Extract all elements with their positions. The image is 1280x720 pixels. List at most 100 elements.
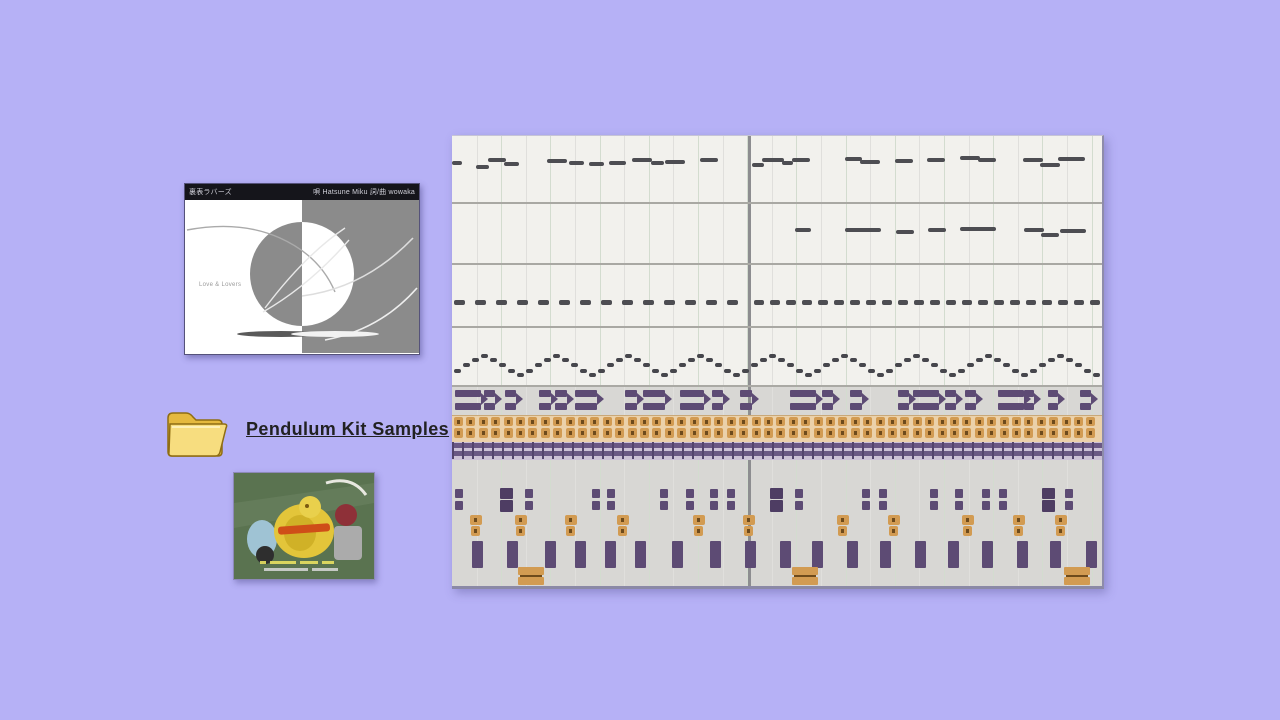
note [698, 136, 699, 586]
note [1052, 431, 1055, 435]
note [580, 300, 591, 305]
note [569, 161, 584, 165]
note [452, 385, 1102, 387]
note [643, 363, 650, 367]
note [1042, 442, 1044, 459]
note [519, 420, 522, 424]
note [668, 420, 671, 424]
note [625, 403, 637, 410]
note [452, 443, 1102, 448]
note [872, 442, 874, 459]
note [1059, 529, 1062, 533]
note [693, 420, 696, 424]
note [622, 300, 633, 305]
note [685, 300, 696, 305]
note [1021, 373, 1028, 377]
note [1042, 136, 1043, 586]
note [672, 442, 674, 459]
note [748, 136, 751, 586]
note [1042, 488, 1055, 499]
note [928, 420, 931, 424]
note [1024, 403, 1034, 410]
note [767, 420, 770, 424]
note [1039, 363, 1046, 367]
note [680, 431, 683, 435]
note [754, 300, 764, 305]
note [482, 431, 485, 435]
note [939, 393, 946, 405]
note [665, 393, 672, 405]
note [575, 390, 597, 397]
note [712, 390, 723, 397]
note [794, 575, 816, 577]
note [942, 442, 944, 459]
note [1048, 403, 1058, 410]
note [519, 518, 522, 522]
folder-icon[interactable] [160, 400, 230, 466]
note [692, 442, 694, 459]
note [452, 326, 1102, 328]
note [792, 431, 795, 435]
note [778, 358, 785, 362]
note [532, 442, 534, 459]
note [966, 518, 969, 522]
album-window-titlebar[interactable]: 裏表ラバーズ 唄 Hatsune Miku 詞/曲 wowaka [185, 184, 419, 200]
note [542, 442, 544, 459]
note [790, 403, 816, 410]
note [500, 488, 513, 499]
note [555, 403, 567, 410]
note [770, 300, 780, 305]
note [1064, 577, 1090, 585]
folder-link[interactable]: Pendulum Kit Samples [246, 419, 450, 439]
note [1064, 567, 1090, 575]
note [982, 442, 984, 459]
note [607, 501, 615, 510]
note [946, 300, 956, 305]
note [1065, 501, 1073, 510]
piano-roll-panel[interactable] [452, 135, 1104, 589]
note [455, 403, 481, 410]
note [452, 161, 462, 165]
video-thumbnail[interactable] [233, 472, 375, 580]
note [829, 431, 832, 435]
note [945, 403, 956, 410]
note [679, 363, 686, 367]
note [816, 393, 823, 405]
note [1058, 157, 1085, 161]
note [475, 300, 486, 305]
note [618, 431, 621, 435]
note [896, 230, 914, 234]
note [697, 529, 700, 533]
note [882, 442, 884, 459]
note [1040, 163, 1060, 167]
note [962, 442, 964, 459]
note [665, 160, 685, 164]
note [1077, 431, 1080, 435]
note [642, 442, 644, 459]
note [539, 390, 551, 397]
note [496, 300, 507, 305]
note [1030, 369, 1037, 373]
note [1018, 136, 1019, 586]
note [455, 501, 463, 510]
note [829, 420, 832, 424]
note [1090, 300, 1100, 305]
note [994, 358, 1001, 362]
note [1042, 300, 1052, 305]
note [631, 431, 634, 435]
note [1017, 518, 1020, 522]
note [454, 369, 461, 373]
note [643, 403, 665, 410]
note [880, 541, 891, 568]
note [898, 300, 908, 305]
note [502, 442, 504, 459]
note [535, 363, 542, 367]
note [898, 403, 909, 410]
note [850, 358, 857, 362]
note [682, 442, 684, 459]
note [622, 442, 624, 459]
note [655, 431, 658, 435]
note [919, 136, 920, 586]
album-art-window[interactable]: 裏表ラバーズ 唄 Hatsune Miku 詞/曲 wowaka [184, 183, 420, 355]
note [531, 431, 534, 435]
